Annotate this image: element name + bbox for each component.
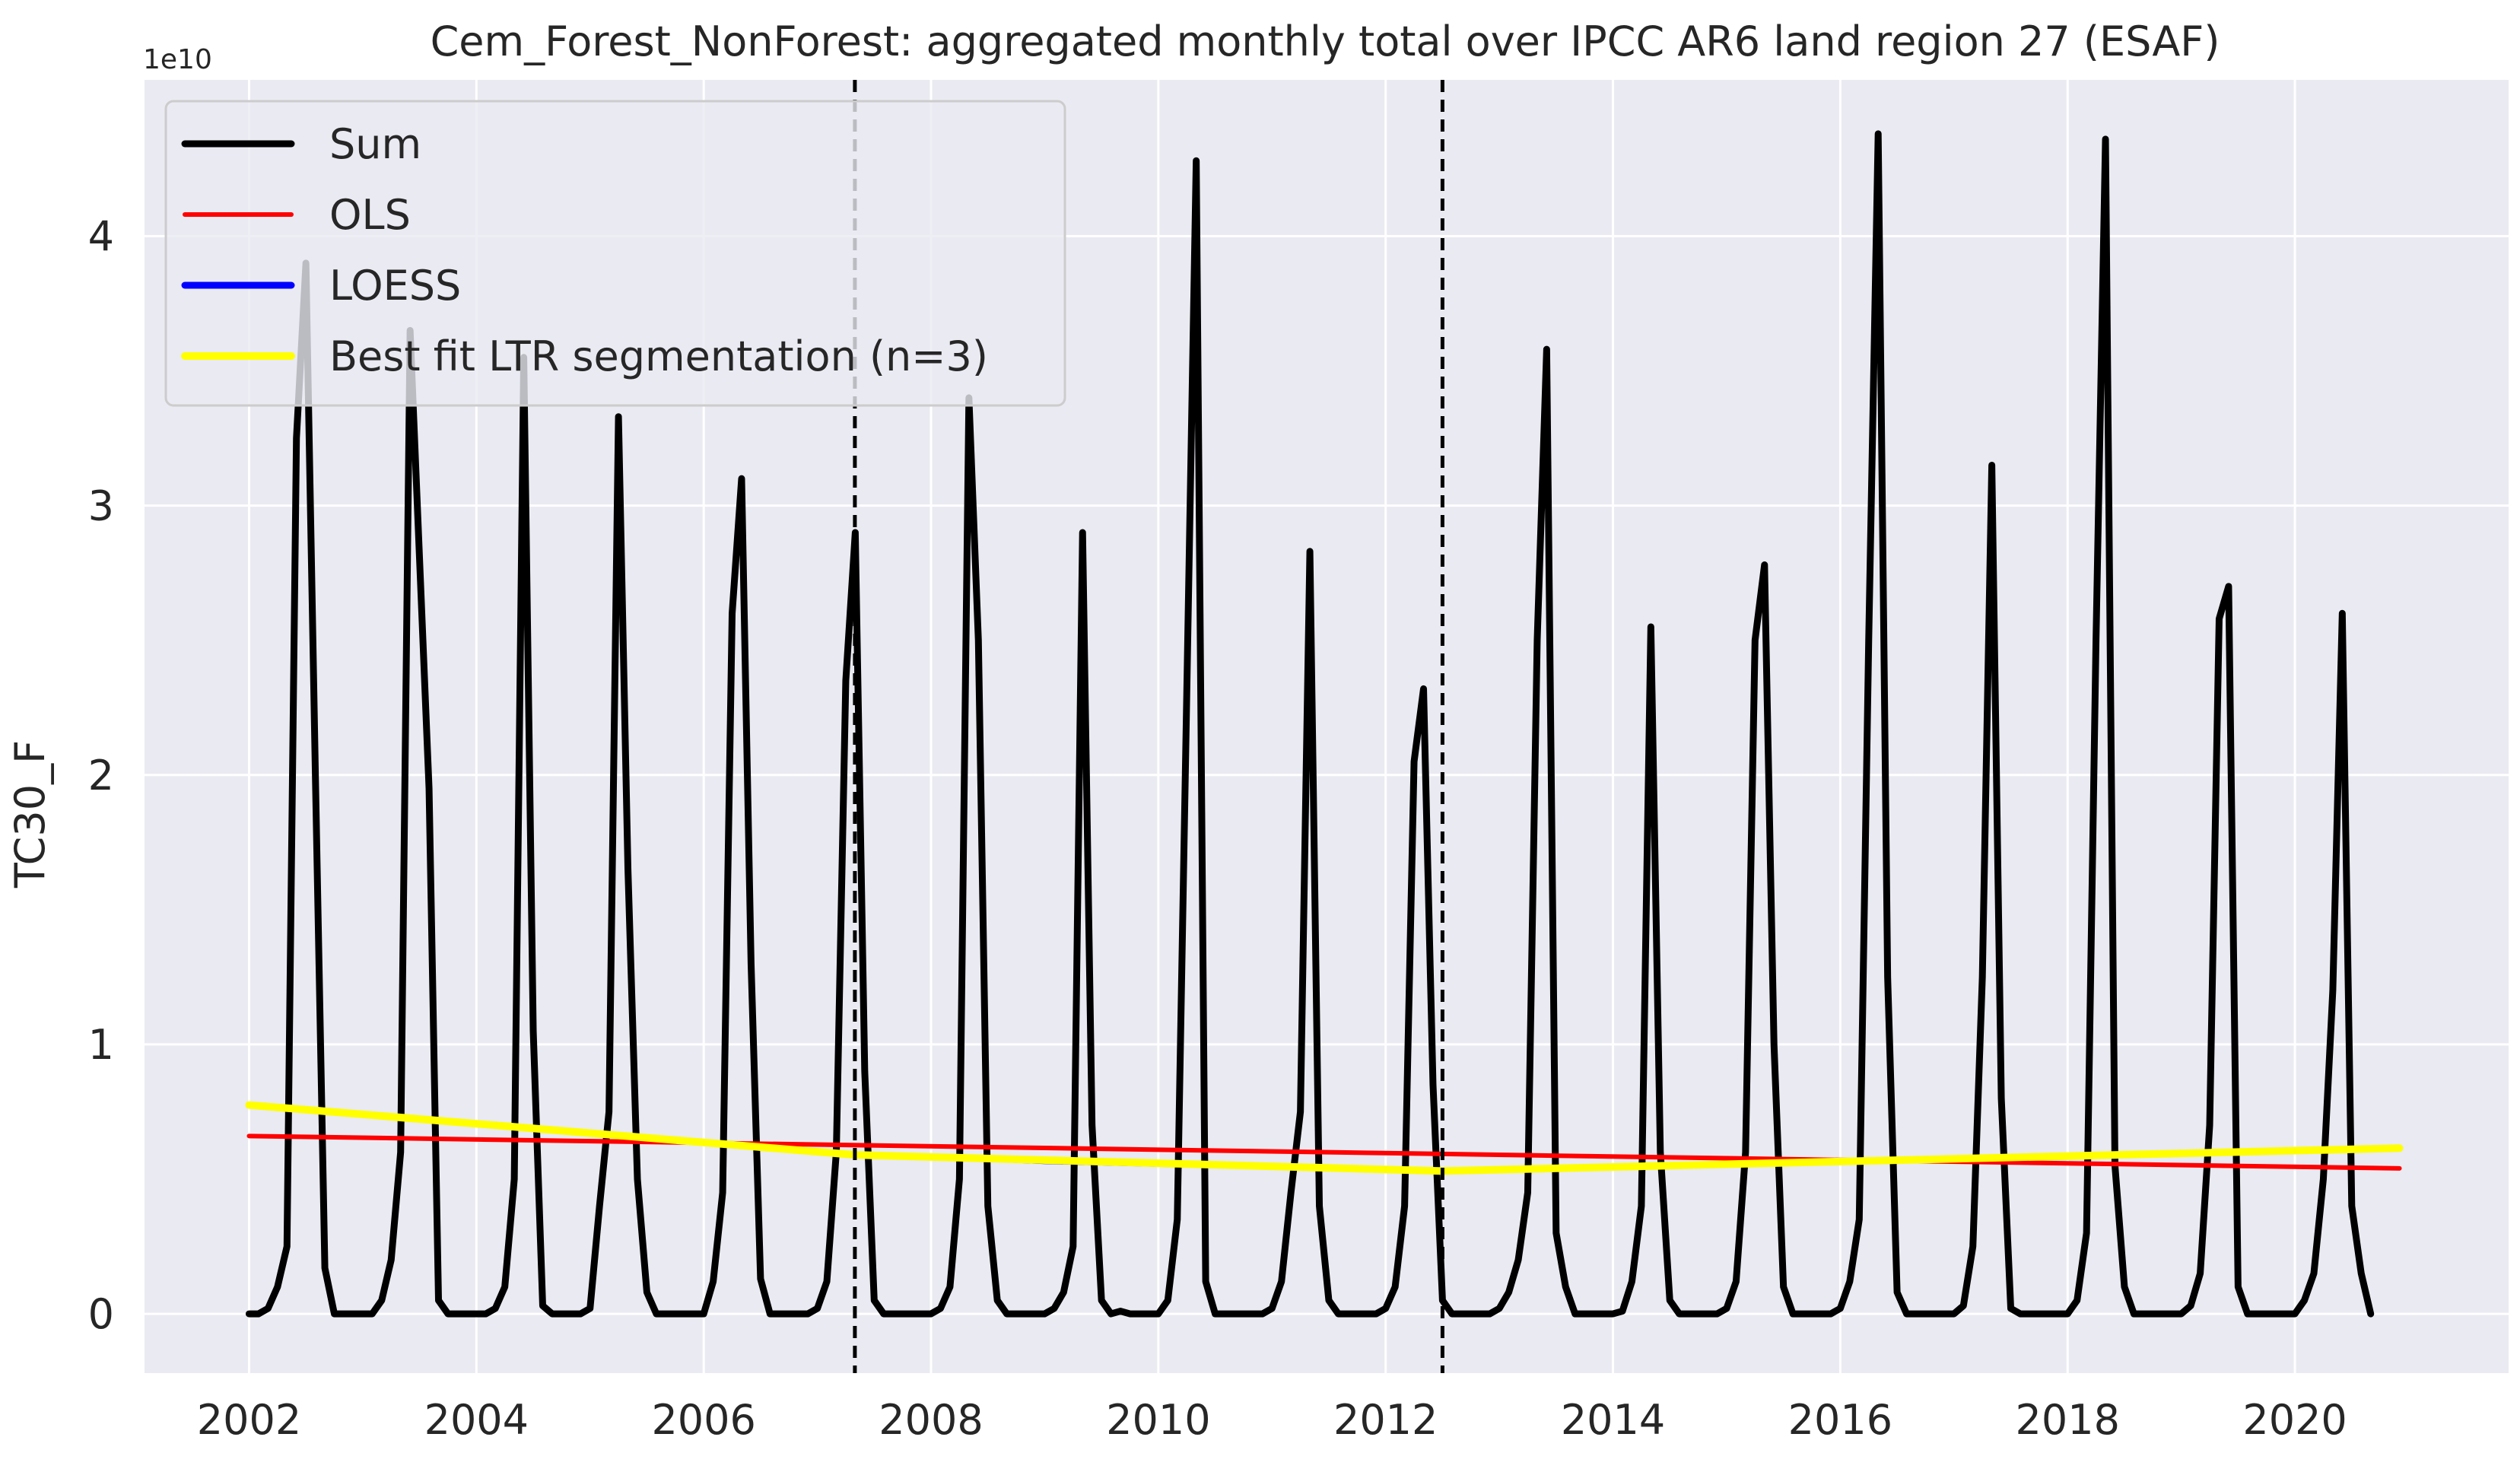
legend-label-loess: LOESS: [329, 262, 461, 310]
series-line-ltr: [245, 1101, 2404, 1175]
series-line-sum: [245, 130, 2375, 1318]
y-axis-offset-label: 1e10: [143, 44, 212, 75]
y-tick-label: 0: [88, 1290, 114, 1338]
y-tick-label: 4: [88, 212, 114, 260]
legend-label-sum: Sum: [329, 120, 421, 168]
legend-label-ltr: Best fit LTR segmentation (n=3): [329, 332, 988, 380]
y-tick-label: 1: [88, 1021, 114, 1069]
legend: Sum OLS LOESS Best fit LTR segmentation (n=…: [164, 100, 1066, 407]
y-axis-label: TC30_F: [6, 740, 54, 889]
y-tick-label: 2: [88, 752, 114, 800]
x-tick-label: 2008: [879, 1396, 983, 1444]
legend-box: [164, 100, 1066, 407]
y-tick-label: 3: [88, 482, 114, 530]
x-tick-label: 2016: [1788, 1396, 1892, 1444]
x-tick-label: 2006: [651, 1396, 755, 1444]
x-tick-label: 2020: [2242, 1396, 2347, 1444]
chart-title: Cem_Forest_NonForest: aggregated monthly…: [431, 17, 2220, 65]
x-tick-label: 2014: [1561, 1396, 1665, 1444]
legend-label-ols: OLS: [329, 191, 411, 239]
x-tick-label: 2002: [197, 1396, 301, 1444]
x-tick-label: 2010: [1106, 1396, 1210, 1444]
x-tick-label: 2018: [2016, 1396, 2120, 1444]
series-line-ols: [246, 1133, 2402, 1171]
x-tick-label: 2004: [424, 1396, 529, 1444]
x-tick-label: 2012: [1333, 1396, 1438, 1444]
